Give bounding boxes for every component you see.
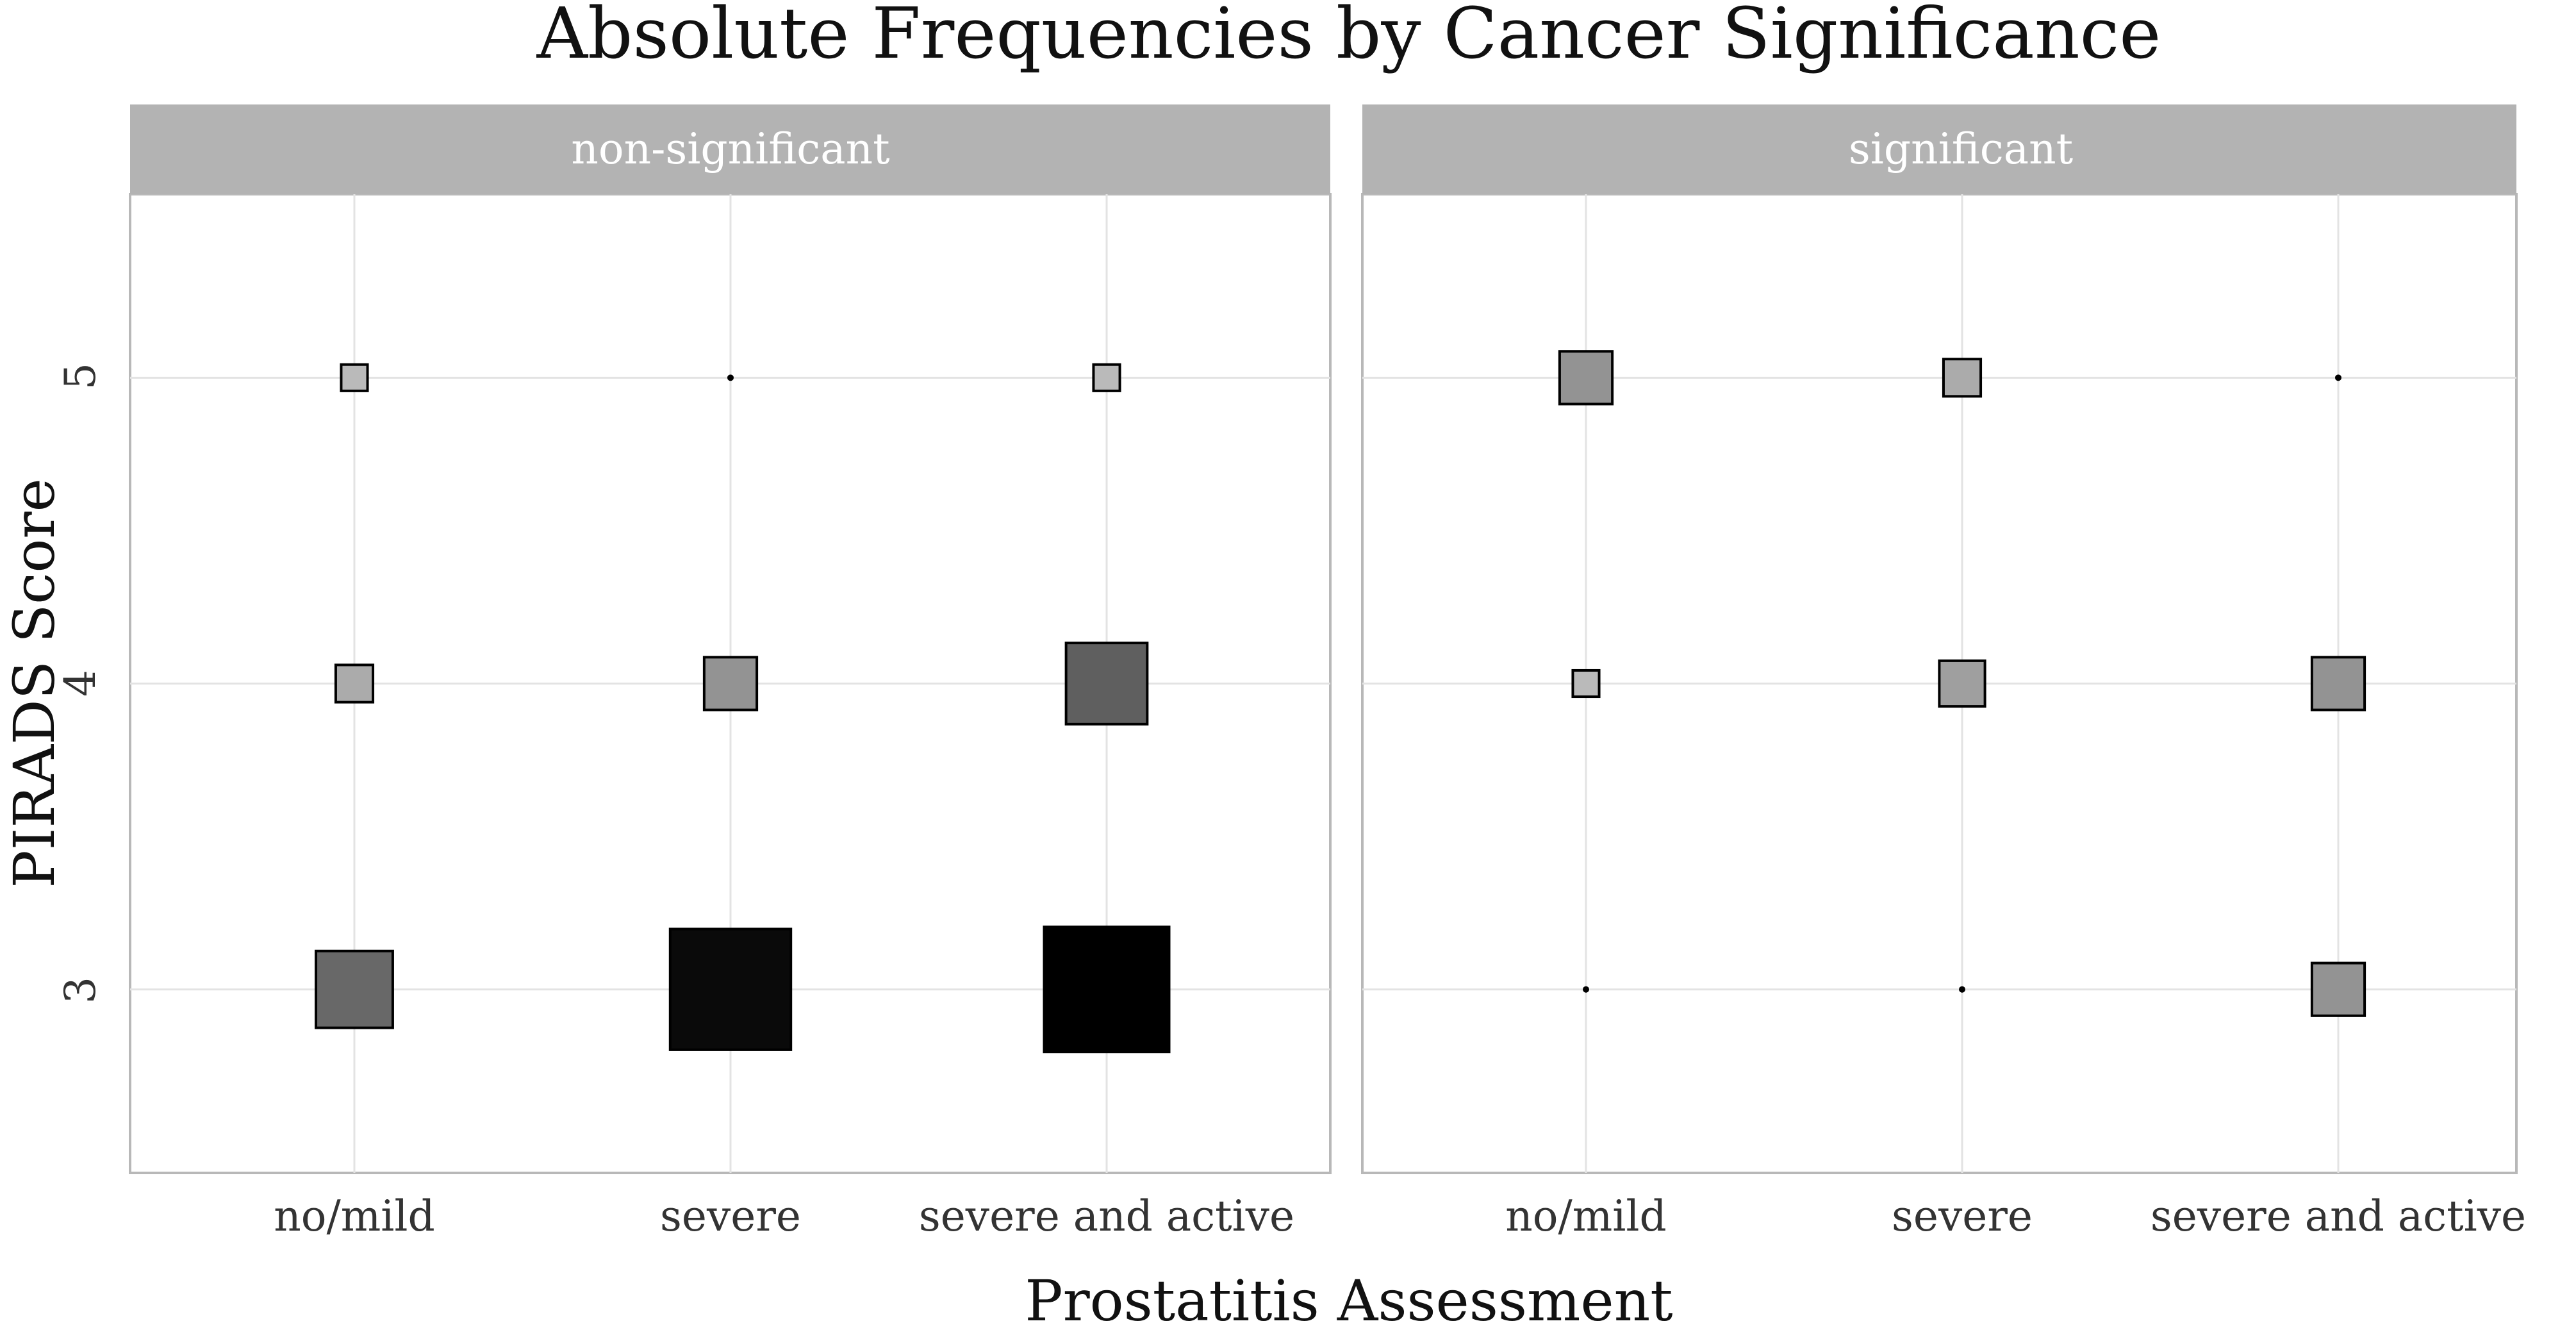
y-tick-label: 5 [56, 363, 105, 390]
x-tick-label: no/mild [274, 1192, 435, 1241]
y-tick-label: 3 [56, 977, 105, 1004]
data-point-square [340, 363, 369, 392]
data-point-square [1942, 358, 1983, 398]
data-point-square [702, 656, 759, 711]
x-tick-label: severe and active [919, 1192, 1294, 1241]
marks-non-significant [315, 363, 1171, 1054]
y-axis-ticks: 5 4 3 [56, 363, 105, 1004]
panel-non-significant: non-significant no/mild severe severe an… [129, 104, 1332, 1241]
data-point-empty [1583, 986, 1589, 993]
data-point-square [1092, 363, 1121, 392]
data-point-empty [1959, 986, 1965, 993]
facet-strip-significant [1362, 104, 2516, 194]
y-tick-label: 4 [56, 670, 105, 697]
data-point-empty [2335, 374, 2341, 381]
facet-strip-non-significant [130, 104, 1330, 194]
data-point-square [334, 663, 375, 704]
panel-significant: significant no/mild severe severe and ac… [1361, 104, 2526, 1241]
x-tick-label: severe [660, 1192, 801, 1241]
chart-title: Absolute Frequencies by Cancer Significa… [536, 0, 2161, 74]
data-point-square [1064, 642, 1149, 726]
data-point-square [1938, 659, 1986, 708]
data-point-square [2310, 961, 2366, 1017]
data-point-square [2310, 656, 2366, 711]
facet-label-non-significant: non-significant [571, 124, 889, 174]
data-point-empty [727, 374, 734, 381]
facet-label-significant: significant [1849, 124, 2073, 174]
x-axis-title: Prostatitis Assessment [1025, 1268, 1672, 1334]
data-point-square [668, 927, 793, 1051]
y-axis-title: PIRADS Score [1, 478, 67, 888]
marks-significant [1558, 350, 2366, 1017]
x-tick-label: severe [1892, 1192, 2033, 1241]
x-tick-label: no/mild [1505, 1192, 1667, 1241]
x-tick-label: severe and active [2151, 1192, 2526, 1241]
data-point-square [1571, 668, 1601, 699]
data-point-square [1558, 350, 1614, 406]
data-point-square [315, 949, 394, 1029]
data-point-square [1043, 926, 1171, 1054]
